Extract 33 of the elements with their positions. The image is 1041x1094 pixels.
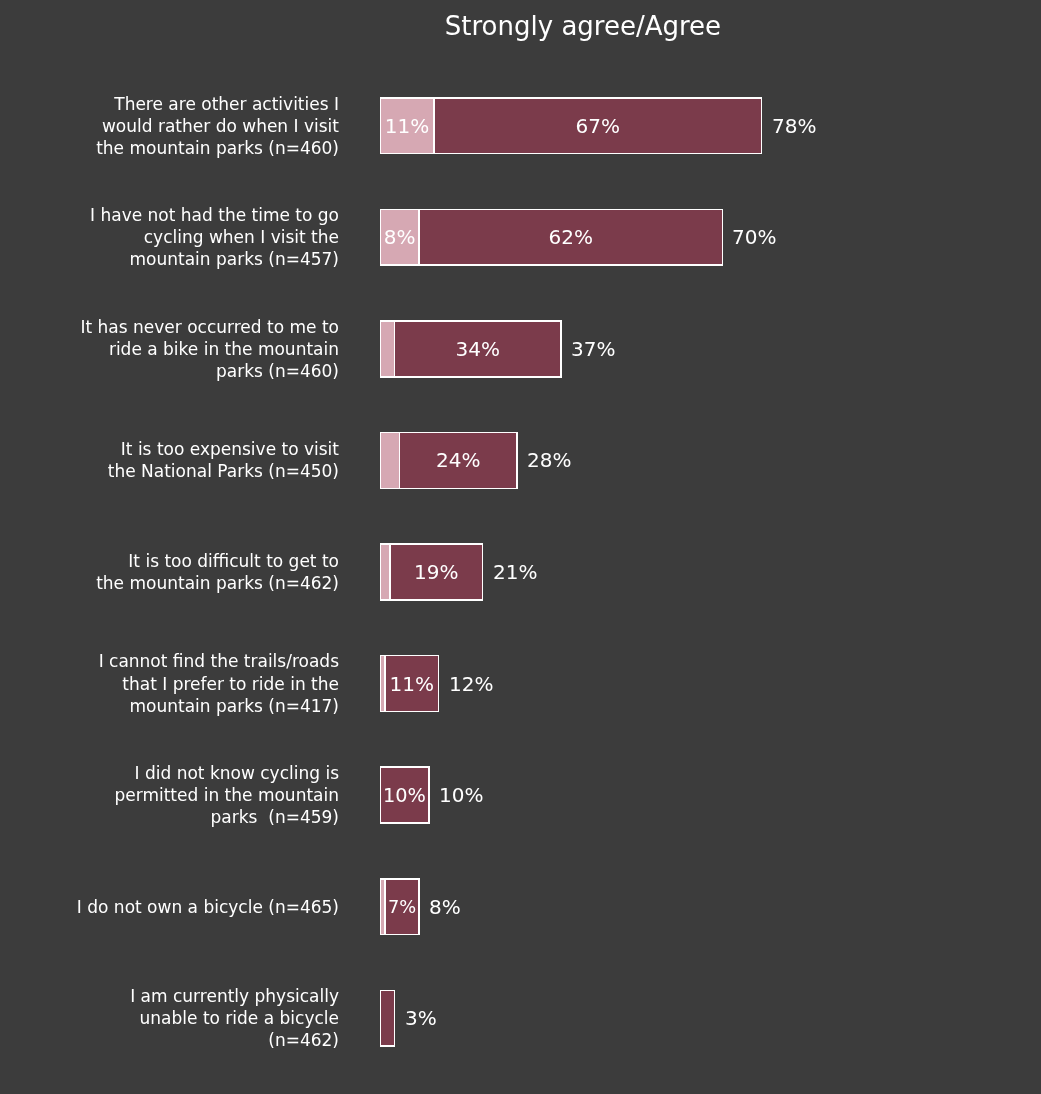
total-label: 8% [429, 895, 461, 919]
data-label: 19% [414, 560, 459, 584]
y-tick-label: I do not own a bicycle (n=465) [76, 896, 339, 917]
total-label: 78% [772, 114, 817, 138]
y-tick-label: It is too expensive to visit the National Parks (n=450) [107, 439, 340, 482]
data-label: 11% [389, 671, 435, 696]
data-label: 62% [548, 225, 593, 250]
bar [380, 989, 396, 1047]
chart-title: Strongly agree/Agree [444, 10, 722, 41]
data-label: 11% [384, 113, 430, 138]
total-label: 3% [405, 1006, 437, 1030]
total-label: 70% [732, 225, 777, 249]
total-label: 10% [439, 783, 484, 807]
total-label: 37% [571, 337, 616, 361]
total-label: 28% [527, 448, 572, 472]
total-label: 12% [449, 672, 494, 696]
data-label: 67% [575, 113, 620, 138]
y-tick-label: I did not know cycling is permitted in the mountain parks (n=459) [114, 762, 340, 828]
y-tick-label: It has never occurred to me to ride a bike in the mountain parks (n=460) [80, 316, 339, 381]
data-label: 10% [383, 783, 426, 807]
y-tick-label: I cannot find the trails/roads that I prefer to ride in the mountain parks (n=417) [98, 651, 340, 716]
y-tick-label: It is too difficult to get to the mountain parks (n=462) [96, 550, 339, 593]
bar [380, 766, 430, 824]
data-label: 7% [387, 895, 417, 917]
y-tick-label: I am currently physically unable to ride a bicycle (n=462) [130, 986, 339, 1051]
y-tick-label: There are other activities I would rather do when I visit the mountain parks (n=460) [96, 93, 340, 158]
y-tick-label: I have not had the time to go cycling when I visit the mountain parks (n=457) [90, 205, 339, 270]
data-label: 8% [383, 225, 416, 250]
data-label: 24% [436, 448, 481, 473]
bar [384, 878, 420, 936]
total-label: 21% [493, 560, 538, 584]
data-label: 34% [455, 336, 501, 361]
bar [384, 654, 440, 713]
